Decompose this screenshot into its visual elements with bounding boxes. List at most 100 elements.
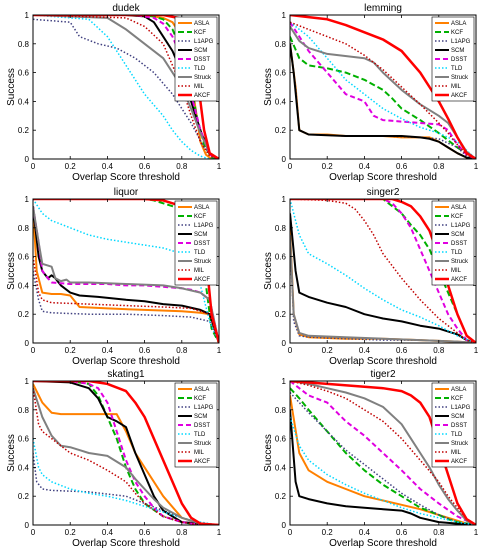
x-tick-label: 0.4 <box>102 528 114 537</box>
legend-label-l1apg: L1APG <box>194 39 214 45</box>
legend-label-mil: MIL <box>451 450 462 456</box>
series-line-struck <box>290 234 476 343</box>
axes-frame <box>32 198 220 344</box>
series-line-scm <box>290 409 476 525</box>
axes-frame <box>32 380 220 526</box>
x-axis-label: Overlap Score threshold <box>72 538 180 549</box>
series-line-l1apg <box>33 452 219 525</box>
series-line-l1apg <box>290 242 476 343</box>
y-tick-label: 0.4 <box>18 281 30 290</box>
series-line-dsst <box>290 199 476 343</box>
x-axis-label: Overlap Score threshold <box>72 172 180 183</box>
x-tick-label: 0.2 <box>65 162 77 171</box>
chart-title: tiger2 <box>370 369 395 380</box>
x-axis-label: Overlap Score threshold <box>329 172 437 183</box>
legend-label-dsst: DSST <box>194 423 210 429</box>
x-tick-label: 0.4 <box>359 528 371 537</box>
legend-label-asla: ASLA <box>451 205 466 211</box>
y-axis-label: Success <box>6 68 17 106</box>
y-tick-label: 1 <box>25 377 30 386</box>
y-tick-label: 0 <box>282 339 287 348</box>
x-tick-label: 1 <box>474 528 479 537</box>
x-tick-label: 0.8 <box>433 528 445 537</box>
y-tick-label: 0 <box>282 155 287 164</box>
x-tick-label: 0.6 <box>396 346 408 355</box>
x-tick-label: 0.8 <box>176 528 188 537</box>
y-tick-label: 0.8 <box>275 406 287 415</box>
series-line-struck <box>33 387 219 525</box>
legend-label-struck: Struck <box>194 75 212 81</box>
legend: ASLA KCF L1APG SCM DSST TLD Struck MIL AKCF <box>431 200 475 286</box>
series-line-tld <box>290 199 476 343</box>
chart-panel-singer2: 0 0.2 0.4 0.6 0.8 1 0 0.2 0.4 0.6 0.8 1 singer2 Overl… <box>263 187 479 367</box>
chart-title: dudek <box>112 3 140 14</box>
y-tick-label: 0.8 <box>18 406 30 415</box>
y-tick-label: 0.4 <box>275 97 287 106</box>
legend-label-struck: Struck <box>451 441 469 447</box>
legend-label-tld: TLD <box>194 250 206 256</box>
legend-label-scm: SCM <box>194 414 207 420</box>
legend-label-asla: ASLA <box>194 205 209 211</box>
x-tick-label: 0.6 <box>396 528 408 537</box>
legend-label-kcf: KCF <box>451 214 463 220</box>
legend-label-l1apg: L1APG <box>451 223 471 229</box>
y-tick-label: 1 <box>282 377 287 386</box>
chart-title: lemming <box>364 3 402 14</box>
legend-label-tld: TLD <box>451 432 463 438</box>
y-tick-label: 1 <box>25 11 30 20</box>
legend: ASLA KCF L1APG SCM DSST TLD Struck MIL AKCF <box>174 382 218 468</box>
legend-label-kcf: KCF <box>451 30 463 36</box>
series-line-asla <box>290 395 476 525</box>
y-tick-label: 1 <box>25 195 30 204</box>
y-tick-label: 0.2 <box>18 492 30 501</box>
series-line-mil <box>290 21 476 159</box>
y-tick-label: 0.2 <box>275 310 287 319</box>
legend-label-akcf: AKCF <box>194 459 210 465</box>
y-tick-label: 0.2 <box>18 126 30 135</box>
x-tick-label: 0.8 <box>176 162 188 171</box>
x-tick-label: 1 <box>474 346 479 355</box>
legend-label-mil: MIL <box>194 84 205 90</box>
series-line-akcf <box>290 199 476 343</box>
chart-panel-lemming: 0 0.2 0.4 0.6 0.8 1 0 0.2 0.4 0.6 0.8 1 lemming Overl… <box>263 3 479 183</box>
x-axis-label: Overlap Score threshold <box>72 356 180 367</box>
legend-label-mil: MIL <box>194 450 205 456</box>
series-line-mil <box>290 381 476 525</box>
series-line-l1apg <box>290 391 476 525</box>
legend-label-asla: ASLA <box>451 21 466 27</box>
y-tick-label: 0.4 <box>18 463 30 472</box>
axes-frame <box>289 14 477 160</box>
series-line-scm <box>290 43 476 159</box>
legend: ASLA KCF L1APG SCM DSST TLD Struck MIL AKCF <box>174 200 218 286</box>
y-tick-label: 0.8 <box>18 224 30 233</box>
x-tick-label: 0.2 <box>322 528 334 537</box>
x-tick-label: 0.2 <box>322 162 334 171</box>
series-line-kcf <box>290 36 476 159</box>
y-tick-label: 0.4 <box>18 97 30 106</box>
legend-label-tld: TLD <box>451 250 463 256</box>
y-tick-label: 0.6 <box>18 69 30 78</box>
y-tick-label: 0.2 <box>18 310 30 319</box>
legend-label-tld: TLD <box>451 66 463 72</box>
legend-label-asla: ASLA <box>451 387 466 393</box>
legend-label-tld: TLD <box>194 432 206 438</box>
legend-label-asla: ASLA <box>194 21 209 27</box>
x-tick-label: 0 <box>31 162 36 171</box>
y-tick-label: 1 <box>282 11 287 20</box>
x-tick-label: 1 <box>217 162 222 171</box>
series-line-struck <box>290 381 476 525</box>
legend-label-l1apg: L1APG <box>194 405 214 411</box>
y-axis-label: Success <box>263 68 274 106</box>
legend-label-mil: MIL <box>451 268 462 274</box>
y-tick-label: 0.6 <box>275 435 287 444</box>
y-axis-label: Success <box>263 252 274 290</box>
legend-label-l1apg: L1APG <box>451 405 471 411</box>
x-tick-label: 0 <box>288 528 293 537</box>
legend-label-dsst: DSST <box>194 57 210 63</box>
series-line-akcf <box>290 381 476 525</box>
legend-label-dsst: DSST <box>194 241 210 247</box>
chart-panel-skating1: 0 0.2 0.4 0.6 0.8 1 0 0.2 0.4 0.6 0.8 1 skating1 Over… <box>6 369 222 549</box>
y-tick-label: 0 <box>282 521 287 530</box>
x-tick-label: 0.4 <box>359 346 371 355</box>
